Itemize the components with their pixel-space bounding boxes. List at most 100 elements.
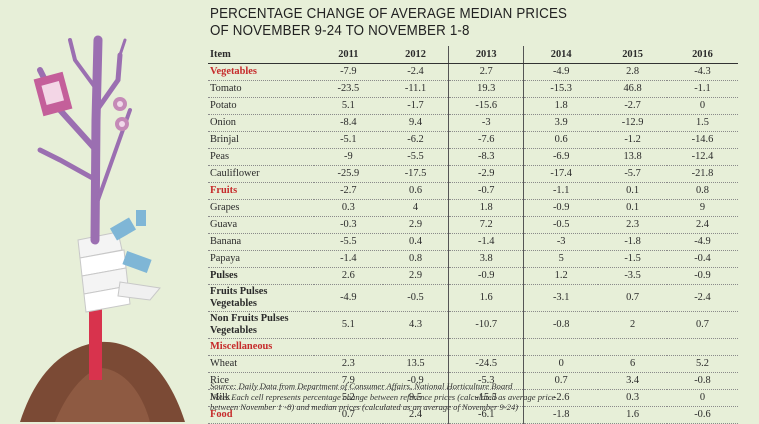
table-cell: -3 [448, 114, 524, 132]
table-cell: 1.6 [448, 284, 524, 312]
table-cell: 5.1 [314, 311, 383, 339]
table-row: Wheat 2.3 13.5 -24.5 0 6 5.2 [208, 355, 738, 373]
table-cell: -0.5 [523, 216, 599, 234]
table-cell: 0.7 [666, 311, 738, 339]
column-header: 2013 [448, 46, 524, 64]
column-header: 2014 [523, 46, 599, 64]
table-cell: -12.4 [666, 148, 738, 166]
method-note-1: Note: Each cell represents percentage ch… [210, 391, 556, 402]
table-cell: -1.8 [598, 233, 667, 251]
table-cell: -3 [523, 233, 599, 251]
table-cell: 3.9 [523, 114, 599, 132]
table-cell: 2.6 [314, 267, 383, 285]
row-label: Fruits [208, 182, 314, 200]
table-cell: 0.7 [598, 284, 667, 312]
table-cell: -23.5 [314, 80, 383, 98]
table-cell: -12.9 [598, 114, 667, 132]
row-label: Onion [208, 114, 314, 132]
table-cell [314, 338, 383, 356]
source-note: Source: Daily Data from Department of Co… [210, 381, 513, 391]
table-row: Rice 7.9 -0.9 -5.3 0.7 3.4 -0.8 [208, 372, 738, 390]
column-header: 2011 [314, 46, 383, 64]
table-cell: -15.6 [448, 97, 524, 115]
table-cell: 1.8 [523, 97, 599, 115]
table-cell: 4.3 [382, 311, 449, 339]
table-row: Non Fruits Pulses Vegetables 5.1 4.3 -10.7-… [208, 311, 738, 339]
row-label: Miscellaneous [208, 338, 314, 356]
row-label: Papaya [208, 250, 314, 268]
table-cell: -3.1 [523, 284, 599, 312]
table-cell: 6 [598, 355, 667, 373]
row-label: Banana [208, 233, 314, 251]
table-cell: 13.8 [598, 148, 667, 166]
table-cell: -0.9 [523, 199, 599, 217]
row-label: Milk [208, 389, 314, 407]
table-cell: -21.8 [666, 165, 738, 183]
table-cell: 0.1 [598, 199, 667, 217]
table-body: Vegetables -7.9 -2.4 2.7 -4.9 2.8 -4.3 Tomato -2… [208, 63, 738, 424]
table-cell: -1.5 [598, 250, 667, 268]
table-row: Vegetables -7.9 -2.4 2.7 -4.9 2.8 -4.3 [208, 63, 738, 81]
table-row: Fruits -2.7 0.6 -0.7 -1.1 0.1 0.8 [208, 182, 738, 200]
table-cell: 9 [666, 199, 738, 217]
table-cell: -17.5 [382, 165, 449, 183]
table-row: Banana -5.5 0.4 -1.4 -3 -1.8 -4.9 [208, 233, 738, 251]
table-cell: -4.9 [314, 284, 383, 312]
table-cell: -1.4 [314, 250, 383, 268]
table-cell: -0.3 [314, 216, 383, 234]
row-label: Vegetables [208, 63, 314, 81]
title-line-2: OF NOVEMBER 9-24 TO NOVEMBER 1-8 [210, 23, 470, 39]
table-cell [598, 338, 667, 356]
row-label: Wheat [208, 355, 314, 373]
table-cell: -0.4 [666, 250, 738, 268]
table-cell: 5.2 [666, 355, 738, 373]
title-line-1: PERCENTAGE CHANGE OF AVERAGE MEDIAN PRIC… [210, 6, 568, 22]
table-cell: 0.8 [382, 250, 449, 268]
table-cell [523, 338, 599, 356]
table-cell: 0.7 [523, 372, 599, 390]
row-label: Cauliflower [208, 165, 314, 183]
table-cell: -2.7 [598, 97, 667, 115]
table-cell [382, 338, 449, 356]
table-cell: -2.6 [523, 389, 599, 407]
tree-trunk-icon [89, 300, 102, 380]
table-row: Milk 5.2 9.5 -15.5 -2.6 0.3 0 [208, 389, 738, 407]
table-cell: -2.4 [382, 63, 449, 81]
table-cell: -11.1 [382, 80, 449, 98]
table-cell: -0.9 [666, 267, 738, 285]
table-cell: -15.5 [448, 389, 524, 407]
row-label: Guava [208, 216, 314, 234]
table-row: Guava -0.3 2.9 7.2 -0.5 2.3 2.4 [208, 216, 738, 234]
table-row: Miscellaneous [208, 338, 738, 356]
table-cell: -5.7 [598, 165, 667, 183]
row-label: Potato [208, 97, 314, 115]
table-cell: 2.9 [382, 216, 449, 234]
table-cell: 0.6 [382, 182, 449, 200]
table-row: Peas -9 -5.5 -8.3 -6.9 13.8 -12.4 [208, 148, 738, 166]
table-header-row: Item 2011 2012 2013 2014 2015 2016 [208, 46, 738, 64]
table-cell: -25.9 [314, 165, 383, 183]
currency-coin-icon [113, 97, 129, 131]
table-cell: -0.5 [382, 284, 449, 312]
table-cell: 0.3 [314, 199, 383, 217]
table-cell: 4 [382, 199, 449, 217]
table-cell: -10.7 [448, 311, 524, 339]
table-cell: -0.8 [666, 372, 738, 390]
table-cell [448, 338, 524, 356]
table-row: Grapes 0.3 4 1.8 -0.9 0.1 9 [208, 199, 738, 217]
row-label: Brinjal [208, 131, 314, 149]
table-cell: -7.6 [448, 131, 524, 149]
row-label: Fruits Pulses Vegetables [208, 284, 314, 312]
table-cell: 19.3 [448, 80, 524, 98]
money-tree-illustration [20, 35, 185, 422]
table-cell: -6.2 [382, 131, 449, 149]
table-cell: 2.3 [314, 355, 383, 373]
table-cell: -17.4 [523, 165, 599, 183]
table-cell: 9.5 [382, 389, 449, 407]
column-header: 2012 [382, 46, 449, 64]
table-cell: 2.4 [666, 216, 738, 234]
table-cell: -4.3 [666, 63, 738, 81]
table-row: Fruits Pulses Vegetables -4.9 -0.5 1.6 -3.1 0… [208, 284, 738, 312]
table-cell: 9.4 [382, 114, 449, 132]
table-cell: 0.6 [523, 131, 599, 149]
